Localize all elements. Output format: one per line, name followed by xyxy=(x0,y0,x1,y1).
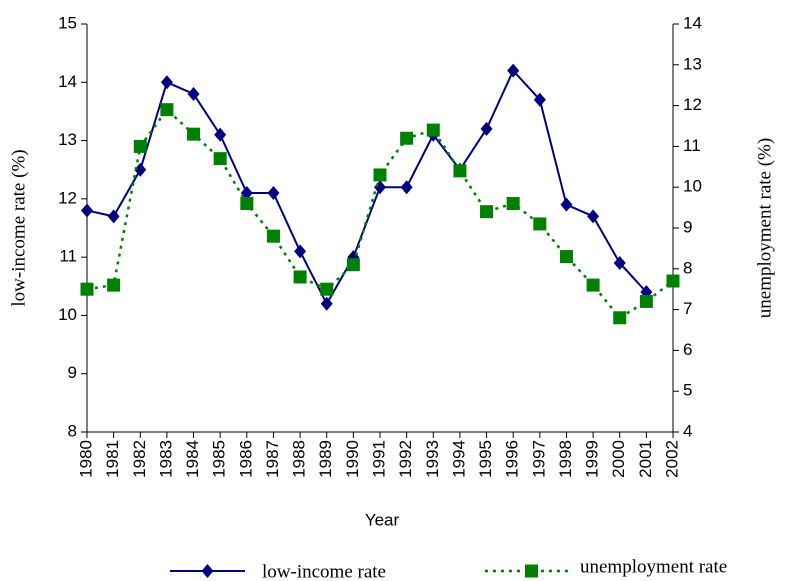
data-point xyxy=(480,121,493,136)
x-tick-label: 1996 xyxy=(503,440,522,478)
data-point xyxy=(266,229,280,243)
x-tick-label: 1995 xyxy=(476,440,495,478)
legend-label: low-income rate xyxy=(262,561,386,581)
data-point xyxy=(400,131,414,145)
y-tick-label: 10 xyxy=(58,305,77,324)
x-tick-label: 1991 xyxy=(369,440,388,478)
data-point xyxy=(81,203,93,218)
x-tick-label: 1990 xyxy=(343,440,362,478)
y2-tick-label: 12 xyxy=(683,95,702,114)
x-tick-label: 1986 xyxy=(236,440,255,478)
data-point xyxy=(80,282,94,296)
y2-tick-label: 10 xyxy=(683,177,702,196)
y2-tick-label: 14 xyxy=(683,13,702,32)
data-point xyxy=(373,168,387,182)
data-point xyxy=(134,162,147,177)
data-point xyxy=(240,197,254,211)
data-point xyxy=(160,103,174,117)
data-point xyxy=(480,205,494,219)
x-tick-label: 1984 xyxy=(183,440,202,478)
x-tick-label: 1999 xyxy=(583,440,602,478)
y2-tick-label: 9 xyxy=(683,217,692,236)
data-point xyxy=(294,244,307,259)
data-point xyxy=(267,186,280,201)
y2-tick-label: 13 xyxy=(683,54,702,73)
x-tick-label: 1981 xyxy=(103,440,122,478)
data-point xyxy=(533,217,547,231)
data-point xyxy=(346,258,360,272)
data-point xyxy=(400,180,413,195)
y-tick-label: 11 xyxy=(59,247,77,266)
y-tick-label: 15 xyxy=(58,13,77,32)
data-point xyxy=(133,139,147,153)
y-tick-label: 12 xyxy=(58,188,77,207)
data-point xyxy=(214,127,227,142)
y2-tick-label: 7 xyxy=(683,299,692,318)
x-tick-label: 1980 xyxy=(76,440,95,478)
x-tick-label: 2001 xyxy=(636,440,655,478)
data-point xyxy=(187,86,200,101)
data-point xyxy=(320,282,334,296)
y-tick-label: 9 xyxy=(68,363,77,382)
data-point xyxy=(639,294,653,308)
y2-tick-label: 8 xyxy=(683,258,692,277)
data-point xyxy=(666,274,680,288)
legend-label: unemployment rate xyxy=(580,556,727,577)
x-tick-label: 1989 xyxy=(316,440,335,478)
x-tick-label: 1983 xyxy=(156,440,175,478)
x-tick-label: 1992 xyxy=(396,440,415,478)
y-tick-label: 8 xyxy=(68,421,77,440)
y2-tick-label: 5 xyxy=(683,381,692,400)
y2-tick-label: 11 xyxy=(683,136,701,155)
x-tick-label: 1982 xyxy=(130,440,149,478)
data-point xyxy=(213,152,227,166)
data-point xyxy=(107,278,121,292)
x-tick-label: 1994 xyxy=(449,440,468,478)
data-point xyxy=(613,255,626,270)
data-point xyxy=(613,311,627,325)
data-point xyxy=(560,197,573,212)
x-tick-label: 1998 xyxy=(556,440,575,478)
legend-marker xyxy=(201,564,214,578)
data-point xyxy=(507,63,520,78)
y2-tick-label: 6 xyxy=(683,340,692,359)
y-tick-label: 14 xyxy=(58,72,77,91)
data-point xyxy=(587,209,600,224)
x-axis-title: Year xyxy=(365,510,400,529)
y-tick-label: 13 xyxy=(58,130,77,149)
data-point xyxy=(559,250,573,264)
x-tick-label: 1987 xyxy=(263,440,282,478)
x-tick-label: 1988 xyxy=(290,440,309,478)
x-tick-label: 1997 xyxy=(529,440,548,478)
data-point xyxy=(453,164,467,178)
data-point xyxy=(506,197,520,211)
data-point xyxy=(160,75,173,90)
legend-marker xyxy=(525,564,538,578)
data-point xyxy=(426,123,440,137)
x-tick-label: 2000 xyxy=(609,440,628,478)
y-axis-title: low-income rate (%) xyxy=(8,149,29,306)
x-tick-label: 1993 xyxy=(423,440,442,478)
y2-axis-title: unemployment rate (%) xyxy=(754,138,775,318)
data-point xyxy=(586,278,600,292)
data-point xyxy=(533,92,546,107)
series-line xyxy=(86,68,648,306)
data-point xyxy=(293,270,307,284)
x-tick-label: 1985 xyxy=(210,440,229,478)
y2-tick-label: 4 xyxy=(683,421,692,440)
data-point xyxy=(187,127,201,141)
data-point xyxy=(107,209,120,224)
data-point xyxy=(320,296,333,311)
x-tick-label: 2002 xyxy=(662,440,681,478)
